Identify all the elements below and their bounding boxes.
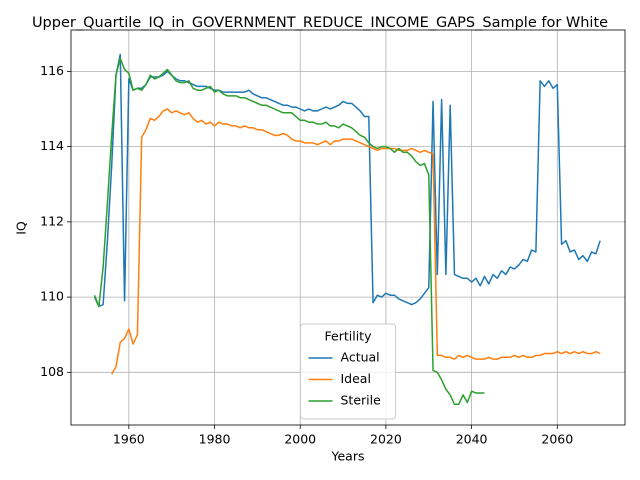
- line-series: [93, 53, 601, 308]
- y-tick-label: 116: [40, 63, 64, 78]
- plot-frame: [70, 29, 626, 426]
- legend-label: Sterile: [341, 393, 382, 408]
- y-tick-label: 108: [40, 364, 64, 379]
- x-tick-label: 2040: [456, 432, 488, 447]
- legend-label: Actual: [341, 350, 380, 365]
- x-tick-label: 1980: [199, 432, 231, 447]
- legend-label: Ideal: [341, 371, 371, 386]
- y-tick-label: 112: [40, 213, 64, 228]
- chart-title: Upper_Quartile_IQ_in_GOVERNMENT_REDUCE_I…: [32, 15, 608, 31]
- x-tick-label: 2060: [541, 432, 573, 447]
- x-tick-label: 1960: [113, 432, 145, 447]
- legend-title: Fertility: [325, 329, 373, 344]
- line-series: [111, 108, 601, 375]
- line-series: [93, 57, 485, 406]
- x-tick-label: 2020: [370, 432, 402, 447]
- x-tick-label: 2000: [284, 432, 316, 447]
- legend: Fertility Actual Ideal Sterile: [300, 323, 396, 420]
- y-axis-label: IQ: [14, 221, 29, 235]
- legend-box: [300, 323, 396, 420]
- y-tick-label: 110: [40, 289, 64, 304]
- x-axis-label: Years: [331, 449, 365, 464]
- y-tick-label: 114: [40, 138, 64, 153]
